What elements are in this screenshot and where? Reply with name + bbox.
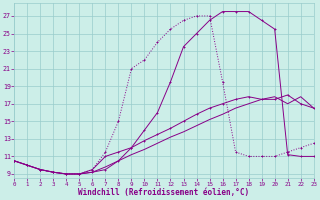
X-axis label: Windchill (Refroidissement éolien,°C): Windchill (Refroidissement éolien,°C) [78, 188, 250, 197]
